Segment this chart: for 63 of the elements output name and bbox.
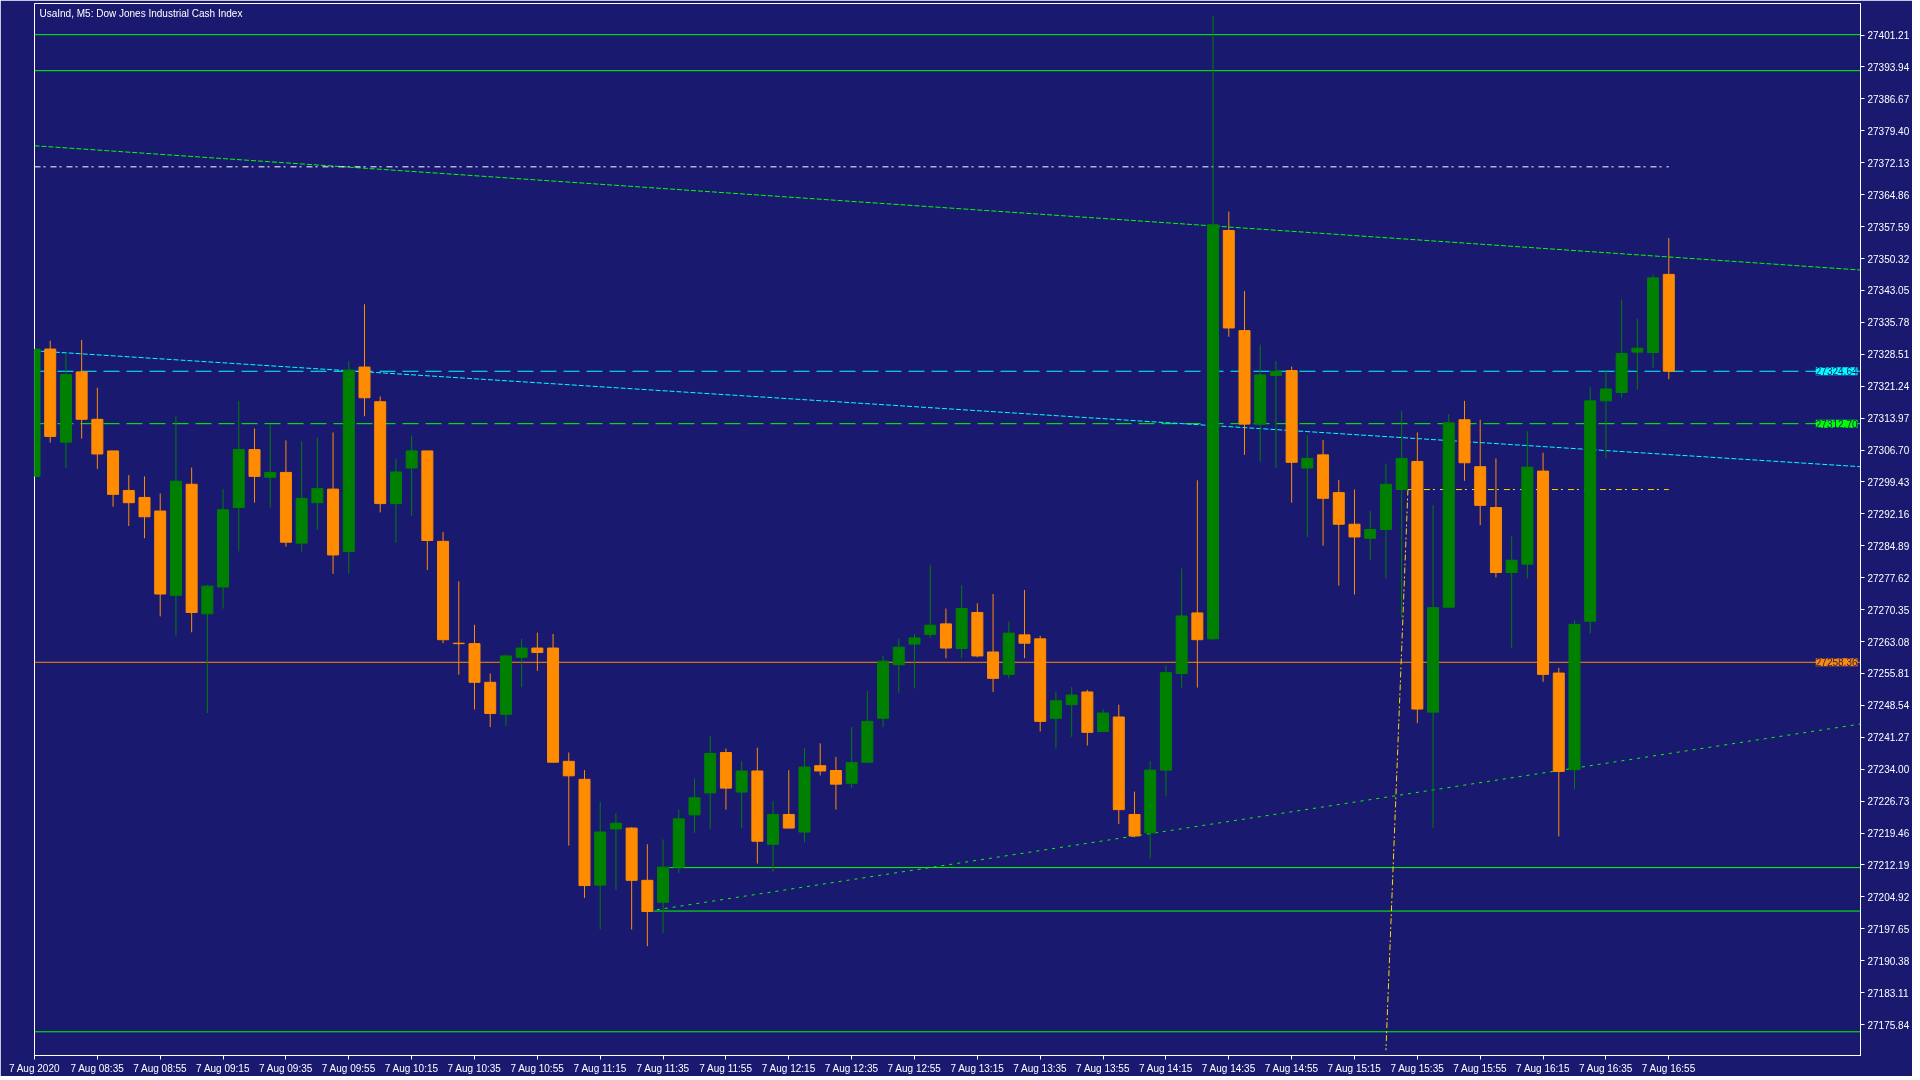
y-tick-label: 27292.16 (1867, 508, 1910, 520)
x-tick-label: 7 Aug 08:35 (70, 1062, 125, 1074)
x-tick-label: 7 Aug 08:55 (133, 1062, 188, 1074)
y-tick-label: 27248.54 (1867, 700, 1910, 712)
x-tick-label: 7 Aug 16:15 (1516, 1062, 1570, 1074)
x-tick-label: 7 Aug 10:55 (510, 1062, 565, 1074)
y-tick-label: 27306.70 (1867, 445, 1910, 457)
x-tick-label: 7 Aug 12:35 (824, 1062, 879, 1074)
chart-title: UsaInd, M5: Dow Jones Industrial Cash Index (39, 7, 243, 19)
x-tick-label: 7 Aug 12:15 (761, 1062, 816, 1074)
ref-line-label: 27258.36 (1815, 657, 1858, 669)
y-tick-label: 27393.94 (1867, 61, 1910, 73)
y-tick-label: 27357.59 (1867, 221, 1910, 233)
x-tick-label: 7 Aug 11:55 (699, 1062, 753, 1074)
x-tick-label: 7 Aug 13:15 (950, 1062, 1005, 1074)
y-tick-label: 27183.11 (1867, 987, 1909, 999)
y-tick-label: 27328.51 (1867, 349, 1910, 361)
y-tick-label: 27372.13 (1867, 157, 1910, 169)
y-tick-label: 27277.62 (1867, 572, 1910, 584)
y-tick-label: 27204.92 (1867, 891, 1910, 903)
y-tick-label: 27270.35 (1867, 604, 1910, 616)
y-tick-label: 27234.00 (1867, 764, 1910, 776)
y-tick-label: 27212.19 (1867, 859, 1910, 871)
x-tick-label: 7 Aug 11:35 (636, 1062, 690, 1074)
x-tick-label: 7 Aug 13:35 (1013, 1062, 1068, 1074)
x-tick-label: 7 Aug 12:55 (887, 1062, 942, 1074)
y-tick-label: 27321.24 (1867, 381, 1910, 393)
x-tick-label: 7 Aug 15:15 (1327, 1062, 1382, 1074)
x-tick-label: 7 Aug 16:55 (1641, 1062, 1696, 1074)
y-tick-label: 27313.97 (1867, 413, 1910, 425)
x-tick-label: 7 Aug 10:35 (447, 1062, 502, 1074)
ref-line-label: 27324.64 (1815, 366, 1858, 378)
x-tick-label: 7 Aug 13:55 (1076, 1062, 1130, 1074)
y-tick-label: 27263.08 (1867, 636, 1910, 648)
y-tick-label: 27241.27 (1867, 732, 1910, 744)
y-tick-label: 27226.73 (1867, 796, 1910, 808)
y-tick-label: 27175.84 (1867, 1019, 1910, 1031)
y-tick-label: 27379.40 (1867, 125, 1910, 137)
y-tick-label: 27299.43 (1867, 476, 1910, 488)
y-tick-label: 27255.81 (1867, 668, 1910, 680)
ref-line-label: 27312.70 (1815, 418, 1858, 430)
y-tick-label: 27350.32 (1867, 253, 1910, 265)
y-tick-label: 27190.38 (1867, 955, 1910, 967)
y-tick-label: 27343.05 (1867, 285, 1910, 297)
x-tick-label: 7 Aug 09:15 (196, 1062, 250, 1074)
x-tick-label: 7 Aug 14:15 (1138, 1062, 1193, 1074)
x-tick-label: 7 Aug 09:55 (321, 1062, 376, 1074)
y-tick-label: 27219.46 (1867, 828, 1910, 840)
y-tick-label: 27335.78 (1867, 317, 1910, 329)
x-tick-label: 7 Aug 15:55 (1453, 1062, 1508, 1074)
y-tick-label: 27197.65 (1867, 923, 1910, 935)
x-tick-label: 7 Aug 14:35 (1201, 1062, 1256, 1074)
x-tick-label: 7 Aug 10:15 (384, 1062, 439, 1074)
y-tick-label: 27364.86 (1867, 189, 1910, 201)
y-tick-label: 27284.89 (1867, 540, 1910, 552)
x-tick-label: 7 Aug 11:15 (573, 1062, 627, 1074)
x-tick-label: 7 Aug 16:35 (1578, 1062, 1633, 1074)
y-tick-label: 27386.67 (1867, 93, 1910, 105)
x-tick-label: 7 Aug 15:35 (1390, 1062, 1445, 1074)
x-tick-label: 7 Aug 09:35 (258, 1062, 313, 1074)
y-tick-label: 27401.21 (1867, 30, 1910, 42)
x-tick-label: 7 Aug 14:55 (1264, 1062, 1319, 1074)
x-tick-label: 7 Aug 2020 (8, 1062, 60, 1074)
